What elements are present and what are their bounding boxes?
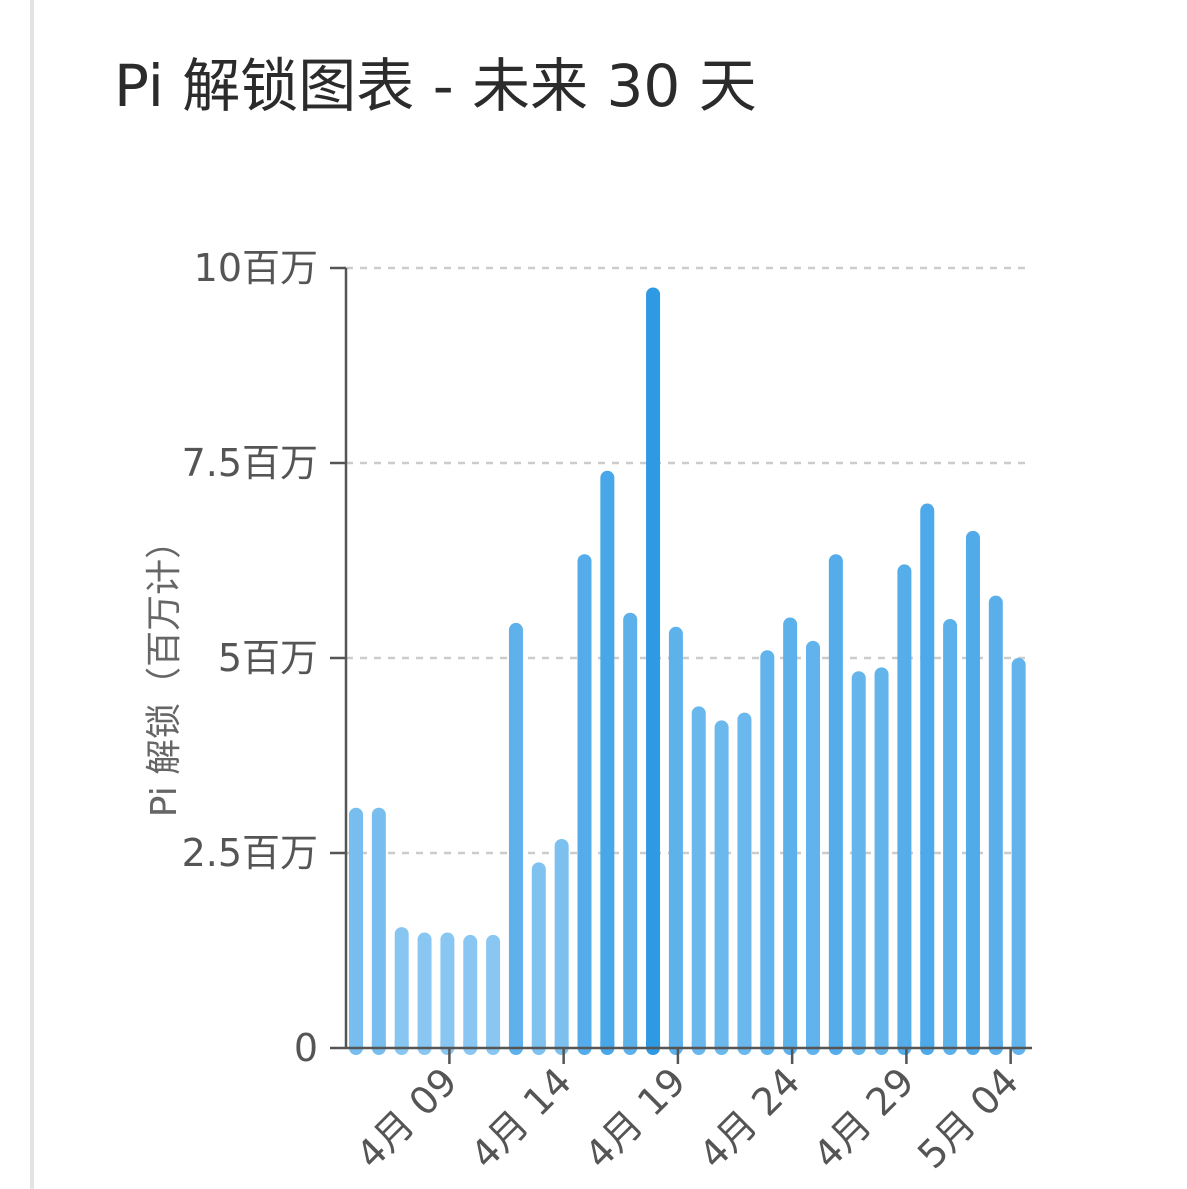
bar-base: [897, 1041, 912, 1048]
bar-base: [463, 1041, 478, 1048]
gridlines: [346, 266, 1032, 855]
bar-base: [508, 1041, 523, 1048]
bar-base: [988, 1041, 1003, 1048]
card-left-border: [30, 0, 34, 1189]
bar-base: [828, 1041, 843, 1048]
bar-base: [806, 1041, 820, 1048]
bar-base: [531, 1041, 546, 1048]
x-tick-label: 4月 19: [576, 1059, 694, 1177]
x-tick-label: 4月 14: [462, 1059, 580, 1177]
bar-base: [851, 1041, 866, 1048]
bar-base: [600, 1041, 615, 1048]
chart-title: Pi 解锁图表 - 未来 30 天: [114, 52, 757, 120]
bar-base: [783, 1041, 798, 1048]
bar-base: [668, 1041, 683, 1048]
y-axis-title: Pi 解锁（百万计）: [144, 523, 185, 817]
y-tick-label: 2.5百万: [182, 831, 318, 875]
bar-base: [646, 1041, 661, 1048]
bar-base: [965, 1041, 980, 1048]
bar-base: [943, 1041, 958, 1048]
bar-base: [440, 1041, 455, 1048]
bar-base: [554, 1041, 569, 1048]
y-tick-label: 0: [294, 1026, 318, 1070]
bar-base: [760, 1041, 775, 1048]
bar-base: [349, 1041, 363, 1048]
bar-base: [714, 1041, 729, 1048]
x-tick-label: 4月 29: [805, 1059, 923, 1177]
bar-base: [371, 1041, 386, 1048]
bar-base: [691, 1041, 706, 1048]
bar-base: [394, 1041, 409, 1048]
bar-base: [623, 1041, 638, 1048]
bar-base: [737, 1041, 752, 1048]
x-tick-label: 4月 09: [348, 1059, 466, 1177]
bar-base: [920, 1041, 935, 1048]
bar-base: [417, 1041, 432, 1048]
bar-base: [486, 1041, 501, 1048]
y-tick-label: 5百万: [218, 636, 318, 680]
x-tick-label: 5月 04: [909, 1059, 1027, 1177]
bar-base: [1011, 1041, 1026, 1048]
bar-base: [874, 1041, 889, 1048]
axes: [330, 266, 1032, 1064]
y-tick-label: 10百万: [194, 246, 318, 290]
y-tick-label: 7.5百万: [182, 441, 318, 485]
x-tick-label: 4月 24: [691, 1059, 809, 1177]
bars: [349, 287, 1026, 1055]
bar-base: [577, 1041, 592, 1048]
